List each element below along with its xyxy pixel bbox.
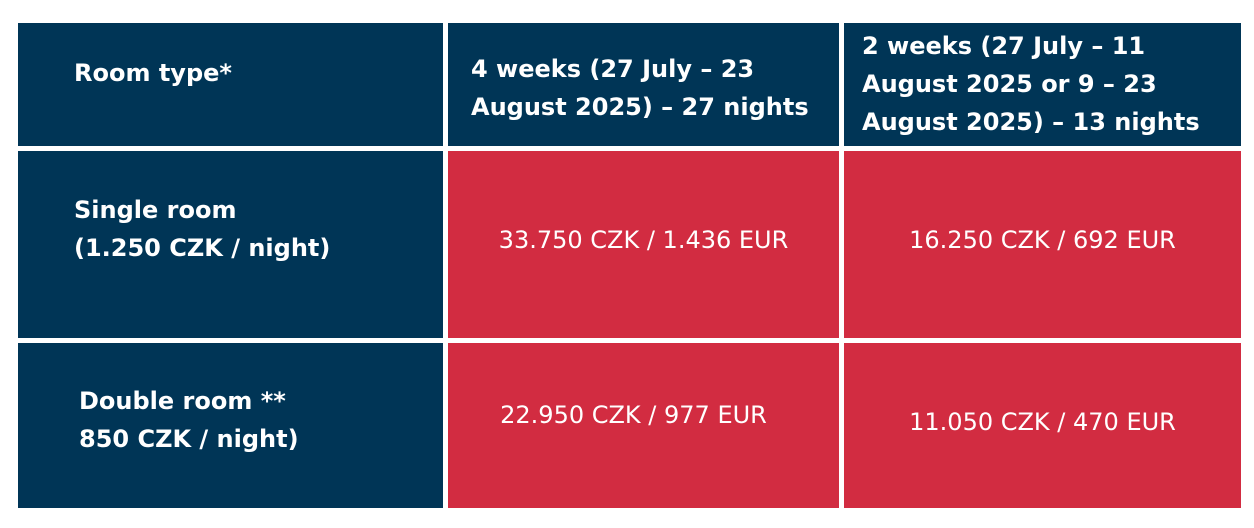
double-room-four-weeks-price: 22.950 CZK / 977 EUR [500,401,767,429]
header-two-weeks-label: 2 weeks (27 July – 11 August 2025 or 9 –… [862,32,1200,136]
pricing-table: Room type* 4 weeks (27 July – 23 August … [18,23,1241,508]
double-room-four-weeks-cell: 22.950 CZK / 977 EUR [448,343,839,508]
single-room-two-weeks-price: 16.250 CZK / 692 EUR [909,226,1176,254]
header-four-weeks-label: 4 weeks (27 July – 23 August 2025) – 27 … [471,55,809,121]
row-double-room-label-cell: Double room ** 850 CZK / night) [18,343,443,508]
header-cell-four-weeks: 4 weeks (27 July – 23 August 2025) – 27 … [448,23,839,146]
header-room-type-label: Room type* [74,59,232,87]
single-room-label: Single room (1.250 CZK / night) [74,196,331,262]
header-cell-two-weeks: 2 weeks (27 July – 11 August 2025 or 9 –… [844,23,1241,146]
header-cell-room-type: Room type* [18,23,443,146]
double-room-two-weeks-price: 11.050 CZK / 470 EUR [909,408,1176,436]
row-single-room-label-cell: Single room (1.250 CZK / night) [18,151,443,338]
single-room-four-weeks-price: 33.750 CZK / 1.436 EUR [498,226,789,254]
single-room-two-weeks-cell: 16.250 CZK / 692 EUR [844,151,1241,338]
double-room-label: Double room ** 850 CZK / night) [79,387,299,453]
single-room-four-weeks-cell: 33.750 CZK / 1.436 EUR [448,151,839,338]
double-room-two-weeks-cell: 11.050 CZK / 470 EUR [844,343,1241,508]
